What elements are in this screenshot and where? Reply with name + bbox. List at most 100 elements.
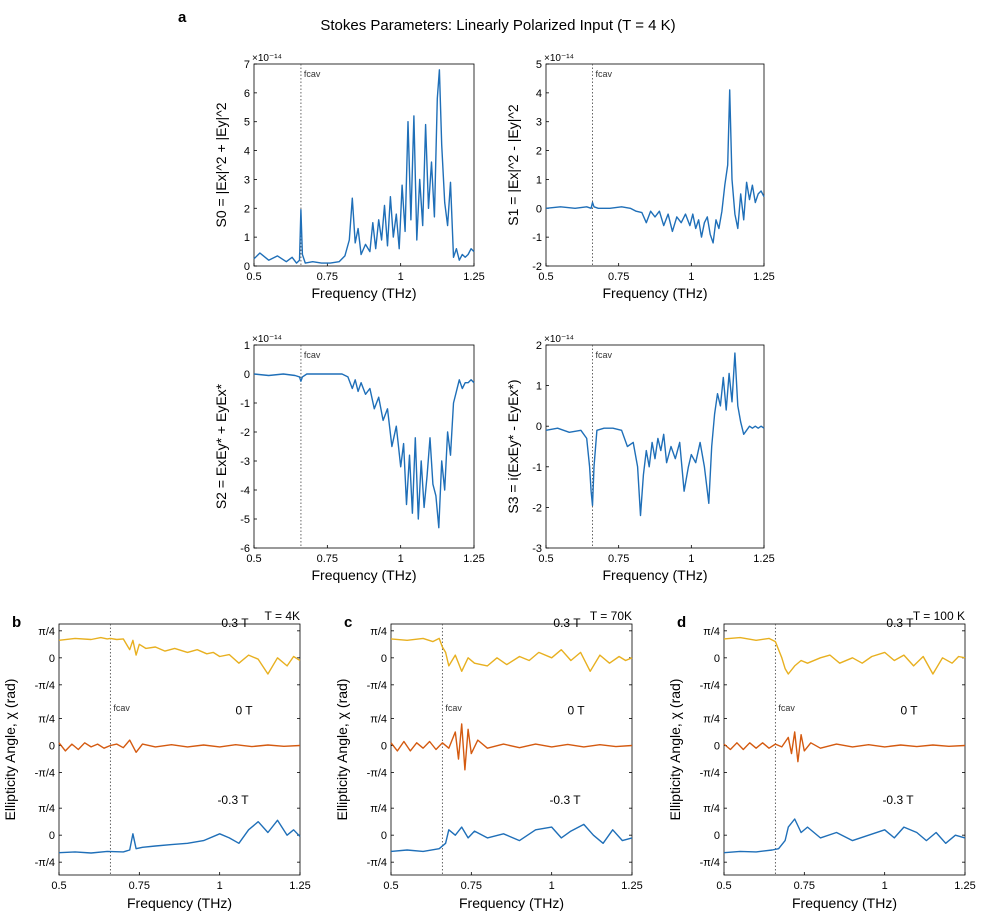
- temperature-label: T = 100 K: [913, 609, 965, 623]
- panel-letter-a: a: [178, 9, 187, 26]
- stokes-plot-S2: 0.5 0.75 1 1.25-6-5-4-3-2-101×10⁻¹⁴Frequenc…: [213, 334, 485, 583]
- ellipticity-plot-d: 0.5 0.75 1 1.25 π/4 0 -π/4 π/4 0 -π/4 π/4 0 -π/4 Freq…: [667, 609, 976, 911]
- y-tick-label: -3: [240, 456, 250, 468]
- y-tick-label: π/4: [703, 626, 720, 638]
- y-tick-label: 0: [381, 653, 387, 665]
- y-tick-label: π/4: [370, 714, 387, 726]
- series-line-S3: [545, 352, 765, 517]
- x-tick-label: 0.5: [246, 271, 261, 283]
- y-tick-label: 7: [244, 59, 250, 71]
- exponent-label: ×10⁻¹⁴: [252, 334, 282, 345]
- y-tick-label: 0: [244, 261, 250, 273]
- x-tick-label: 0.5: [538, 271, 553, 283]
- x-axis-label: Frequency (THz): [459, 895, 564, 911]
- y-tick-label: 0: [49, 653, 55, 665]
- y-axis-label: Ellipticity Angle, χ (rad): [334, 679, 350, 821]
- ellipticity-plot-c: 0.5 0.75 1 1.25 π/4 0 -π/4 π/4 0 -π/4 π/4 0 -π/4 Freq…: [334, 609, 643, 911]
- x-tick-label: 1: [398, 271, 404, 283]
- field-annotation: 0.3 T: [553, 616, 581, 630]
- y-tick-label: 0: [714, 830, 720, 842]
- x-tick-label: 0.5: [51, 880, 66, 892]
- x-tick-label: 1.25: [463, 271, 484, 283]
- y-tick-label: 2: [536, 146, 542, 158]
- y-tick-label: 3: [244, 174, 250, 186]
- x-tick-label: 1: [549, 880, 555, 892]
- x-tick-label: 0.75: [461, 880, 482, 892]
- y-tick-label: 3: [536, 117, 542, 129]
- y-tick-label: 1: [244, 232, 250, 244]
- series-line-S1: [545, 89, 765, 244]
- x-tick-label: 0.75: [608, 553, 629, 565]
- y-axis-label: Ellipticity Angle, χ (rad): [2, 679, 18, 821]
- x-tick-label: 0.75: [608, 271, 629, 283]
- x-tick-label: 0.75: [317, 553, 338, 565]
- y-tick-label: -2: [532, 261, 542, 273]
- fcav-label: fcav: [596, 69, 613, 79]
- y-tick-label: 0: [714, 741, 720, 753]
- y-axis-label: Ellipticity Angle, χ (rad): [667, 679, 683, 821]
- plot-frame: [58, 623, 301, 876]
- series-line-S2: [253, 373, 475, 529]
- y-axis-label: S1 = |Ex|^2 - |Ey|^2: [505, 104, 521, 226]
- y-tick-label: 4: [244, 146, 250, 158]
- x-axis-label: Frequency (THz): [602, 285, 707, 301]
- x-axis-label: Frequency (THz): [311, 285, 416, 301]
- x-axis-label: Frequency (THz): [792, 895, 897, 911]
- y-tick-label: -2: [532, 502, 542, 514]
- y-tick-label: 0: [714, 653, 720, 665]
- plot-frame: [390, 623, 633, 876]
- y-tick-label: 0: [49, 741, 55, 753]
- y-tick-label: -4: [240, 485, 250, 497]
- fcav-label: fcav: [778, 703, 795, 713]
- y-axis-label: S3 = i(ExEy* - EyEx*): [505, 379, 521, 513]
- panel-letter-d: d: [677, 614, 686, 631]
- x-tick-label: 1.25: [289, 880, 310, 892]
- series-line--0.3 T: [390, 823, 633, 853]
- y-tick-label: 0: [381, 741, 387, 753]
- x-tick-label: 1: [688, 271, 694, 283]
- y-tick-label: π/4: [38, 714, 55, 726]
- y-tick-label: -π/4: [35, 680, 55, 692]
- series-line-0 T: [390, 723, 633, 771]
- x-tick-label: 1: [398, 553, 404, 565]
- figure-title: Stokes Parameters: Linearly Polarized In…: [320, 17, 675, 34]
- x-tick-label: 0.5: [538, 553, 553, 565]
- y-tick-label: 0: [381, 830, 387, 842]
- y-tick-label: -1: [532, 232, 542, 244]
- y-tick-label: -2: [240, 427, 250, 439]
- x-tick-label: 1.25: [753, 271, 774, 283]
- y-tick-label: -π/4: [35, 857, 55, 869]
- y-tick-label: -π/4: [367, 680, 387, 692]
- exponent-label: ×10⁻¹⁴: [252, 53, 282, 64]
- series-line-S0: [253, 69, 475, 264]
- y-tick-label: -3: [532, 543, 542, 555]
- y-tick-label: 1: [244, 340, 250, 352]
- stokes-plot-S0: 0.5 0.75 1 1.25 0 1 2 3 4 5 6 7×10⁻¹⁴ Frequency (THz…: [213, 53, 485, 301]
- plot-frame: [545, 344, 765, 549]
- y-tick-label: π/4: [703, 803, 720, 815]
- plot-frame: [545, 63, 765, 267]
- y-tick-label: -π/4: [35, 768, 55, 780]
- y-tick-label: -π/4: [700, 680, 720, 692]
- y-tick-label: 6: [244, 88, 250, 100]
- y-tick-label: π/4: [703, 714, 720, 726]
- x-tick-label: 1: [688, 553, 694, 565]
- y-tick-label: 0: [49, 830, 55, 842]
- temperature-label: T = 4K: [265, 609, 300, 623]
- x-axis-label: Frequency (THz): [311, 567, 416, 583]
- y-tick-label: 0: [244, 369, 250, 381]
- plot-frame: [253, 344, 475, 549]
- y-axis-label: S0 = |Ex|^2 + |Ey|^2: [213, 102, 229, 227]
- stokes-plot-S1: 0.5 0.75 1 1.25 -2 -1 0 1 2 3 4 5×10⁻¹⁴ Frequency (T…: [505, 53, 775, 301]
- y-tick-label: -π/4: [700, 857, 720, 869]
- field-annotation: 0.3 T: [221, 616, 249, 630]
- field-annotation: -0.3 T: [882, 793, 914, 807]
- exponent-label: ×10⁻¹⁴: [544, 53, 574, 64]
- y-tick-label: -π/4: [367, 768, 387, 780]
- x-tick-label: 0.75: [794, 880, 815, 892]
- plot-frame: [723, 623, 966, 876]
- y-tick-label: -6: [240, 543, 250, 555]
- field-annotation: 0.3 T: [886, 616, 914, 630]
- x-tick-label: 0.75: [129, 880, 150, 892]
